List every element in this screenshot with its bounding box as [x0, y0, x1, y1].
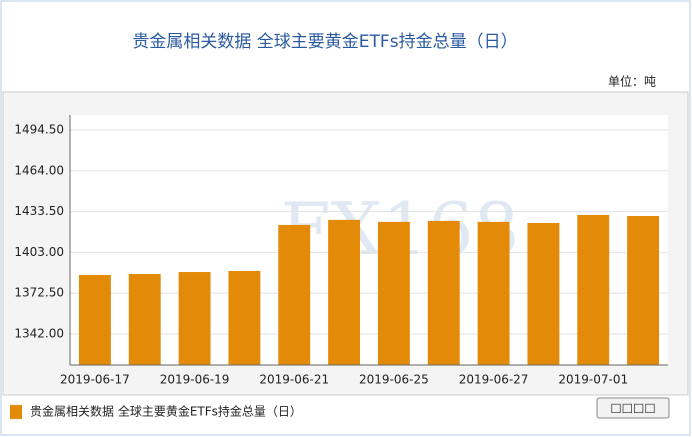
marks — [70, 129, 668, 365]
x-tick-label: 2019-06-19 — [160, 373, 230, 387]
bar — [78, 274, 111, 365]
bar — [278, 224, 311, 365]
y-tick-label: 1342.00 — [14, 326, 64, 340]
x-tick-label: 2019-06-21 — [259, 373, 329, 387]
y-tick-label: 1372.50 — [14, 286, 64, 300]
bar — [328, 219, 361, 365]
legend-label: 贵金属相关数据 全球主要黄金ETFs持金总量（日） — [30, 404, 302, 419]
bar — [128, 274, 161, 365]
chart-title: 贵金属相关数据 全球主要黄金ETFs持金总量（日） — [132, 32, 517, 52]
y-tick-label: 1494.50 — [14, 122, 64, 136]
x-tick-label: 2019-06-27 — [459, 373, 529, 387]
y-tick-label: 1433.50 — [14, 204, 64, 218]
bar — [627, 215, 660, 365]
y-tick-label: 1403.00 — [14, 245, 64, 259]
unit-label: 单位：吨 — [608, 74, 656, 89]
bar — [178, 272, 211, 365]
bar — [427, 220, 460, 365]
bar — [228, 270, 261, 365]
x-tick-label: 2019-06-17 — [60, 373, 130, 387]
y-tick-label: 1464.00 — [14, 163, 64, 177]
legend-swatch — [10, 405, 22, 419]
bar — [477, 221, 510, 365]
x-tick-label: 2019-07-01 — [558, 373, 628, 387]
bar — [577, 214, 610, 365]
bar — [377, 221, 410, 365]
query-button[interactable] — [596, 397, 670, 419]
plot-area — [70, 115, 668, 365]
x-tick-label: 2019-06-25 — [359, 373, 429, 387]
button-label[interactable]: □□□□ — [610, 401, 655, 415]
bar — [527, 222, 560, 365]
